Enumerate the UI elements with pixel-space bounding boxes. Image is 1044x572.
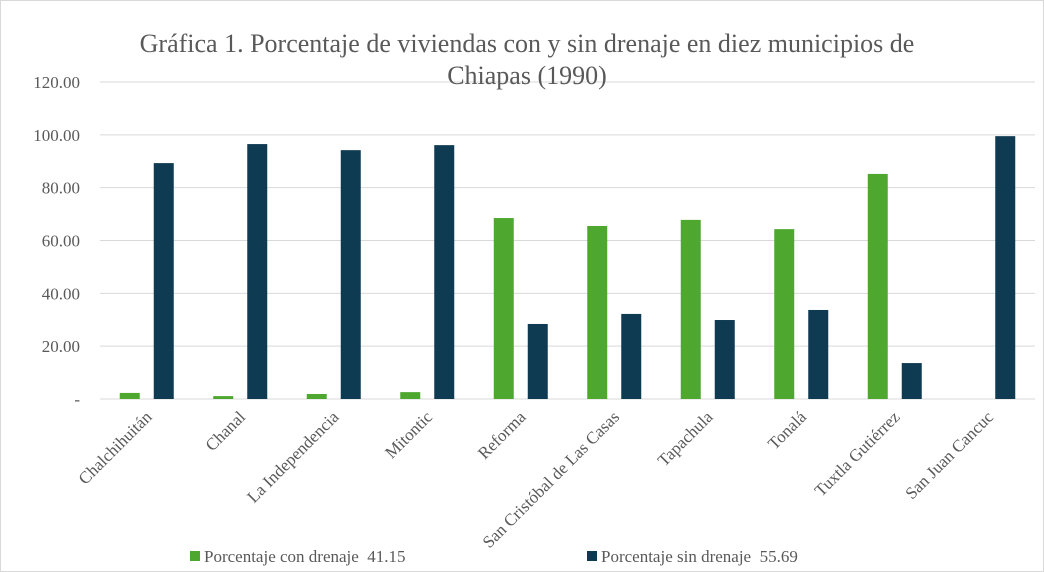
bar [621,313,642,399]
bar [774,229,795,399]
bar [901,363,922,399]
y-tick-label: 60.00 [42,232,80,251]
bar [714,320,735,399]
y-tick-label: - [74,390,80,409]
bar [995,136,1016,399]
legend-swatch [190,551,200,561]
y-tick-label: 20.00 [42,337,80,356]
legend-label: Porcentaje con drenaje 41.15 [204,547,406,566]
bar [808,309,829,399]
y-tick-label: 120.00 [33,73,80,92]
y-tick-label: 40.00 [42,284,80,303]
bar [119,392,140,399]
bar [867,173,888,399]
legend-label: Porcentaje sin drenaje 55.69 [601,547,798,566]
bar [493,218,514,399]
y-tick-label: 80.00 [42,179,80,198]
legend-swatch [587,551,597,561]
bar [587,225,608,399]
chart-title: Gráfica 1. Porcentaje de viviendas con y… [139,29,915,90]
y-tick-label: 100.00 [33,126,80,145]
bar [247,144,268,399]
bar [306,393,327,399]
bar [340,150,361,399]
bar [153,163,174,399]
bar [527,323,548,399]
bar [680,219,701,399]
bar [434,145,455,399]
bar [213,396,234,399]
bar [400,392,421,399]
